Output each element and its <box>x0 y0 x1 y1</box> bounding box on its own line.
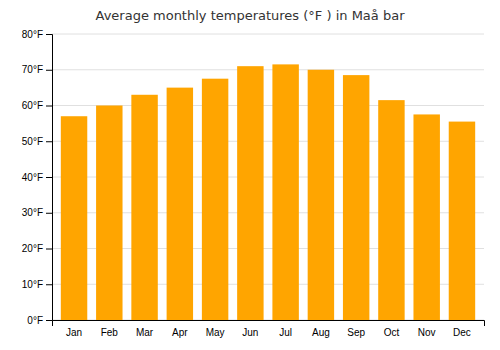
x-tick: Mar <box>136 327 154 338</box>
y-tick: 20°F <box>22 243 52 254</box>
y-tick: 60°F <box>22 100 52 111</box>
x-tick-label: Jun <box>242 327 258 338</box>
bar <box>202 79 228 320</box>
bar <box>343 75 369 320</box>
y-tick-mark <box>46 106 52 107</box>
y-tick-mark <box>46 284 52 285</box>
y-tick-label: 60°F <box>22 100 43 111</box>
chart: Average monthly temperatures (°F ) in Ma… <box>0 0 500 350</box>
bar <box>61 116 87 320</box>
x-tick: Oct <box>384 327 400 338</box>
title: Average monthly temperatures (°F ) in Ma… <box>96 8 406 23</box>
grid-line <box>52 34 484 35</box>
x-tick-label: Jul <box>279 327 292 338</box>
y-tick-label: 40°F <box>22 172 43 183</box>
y-axis: 0°F 10°F 20°F 30°F 40°F 50°F 60°F 70°F 80°F <box>22 29 53 326</box>
y-axis-line <box>46 35 53 321</box>
grid <box>52 34 484 320</box>
x-tick: May <box>206 327 225 338</box>
y-tick-mark <box>46 34 52 35</box>
x-tick: Nov <box>418 327 436 338</box>
plot: 0°F 10°F 20°F 30°F 40°F 50°F 60°F 70°F 80°F Jan Fe… <box>22 29 485 338</box>
bar <box>237 66 263 320</box>
y-tick-mark <box>46 177 52 178</box>
y-tick-label: 80°F <box>22 29 43 40</box>
x-axis-line <box>53 321 485 327</box>
x-tick: Apr <box>172 327 188 338</box>
y-tick: 10°F <box>22 279 52 290</box>
x-tick: Jul <box>279 327 292 338</box>
bar <box>131 95 157 320</box>
bar <box>272 64 298 320</box>
bar <box>413 114 439 320</box>
x-tick-label: Aug <box>312 327 330 338</box>
x-tick-label: Dec <box>453 327 471 338</box>
x-tick: Jan <box>66 327 82 338</box>
y-tick: 30°F <box>22 207 52 218</box>
y-tick-label: 30°F <box>22 207 43 218</box>
y-tick: 40°F <box>22 172 52 183</box>
y-tick-label: 70°F <box>22 64 43 75</box>
bar <box>378 100 404 320</box>
x-tick-label: Jan <box>66 327 82 338</box>
x-tick: Jun <box>242 327 258 338</box>
x-axis: Jan Feb Mar Apr May Jun Jul Aug Sep Oct Nov Dec <box>53 321 485 339</box>
grid-line <box>52 69 484 70</box>
bar <box>96 106 122 321</box>
bar <box>167 88 193 320</box>
y-tick-label: 20°F <box>22 243 43 254</box>
bar <box>449 122 475 320</box>
y-tick: 80°F <box>22 29 52 40</box>
y-tick: 0°F <box>27 315 52 326</box>
x-tick: Sep <box>347 327 365 338</box>
y-tick-label: 50°F <box>22 136 43 147</box>
x-tick-label: Feb <box>101 327 119 338</box>
x-tick-label: Nov <box>418 327 436 338</box>
y-tick-mark <box>46 70 52 71</box>
y-tick-mark <box>46 320 52 321</box>
y-tick-mark <box>46 249 52 250</box>
x-tick-label: Mar <box>136 327 154 338</box>
x-tick: Feb <box>101 327 119 338</box>
y-tick-label: 10°F <box>22 279 43 290</box>
bar <box>308 70 334 320</box>
y-tick: 70°F <box>22 64 52 75</box>
y-tick: 50°F <box>22 136 52 147</box>
y-tick-mark <box>46 141 52 142</box>
bars <box>61 64 475 320</box>
x-tick-label: Apr <box>172 327 188 338</box>
x-tick-label: Oct <box>384 327 400 338</box>
y-tick-label: 0°F <box>27 315 43 326</box>
y-tick-mark <box>46 213 52 214</box>
x-tick-label: May <box>206 327 225 338</box>
x-tick-label: Sep <box>347 327 365 338</box>
x-tick: Aug <box>312 327 330 338</box>
x-tick: Dec <box>453 327 471 338</box>
